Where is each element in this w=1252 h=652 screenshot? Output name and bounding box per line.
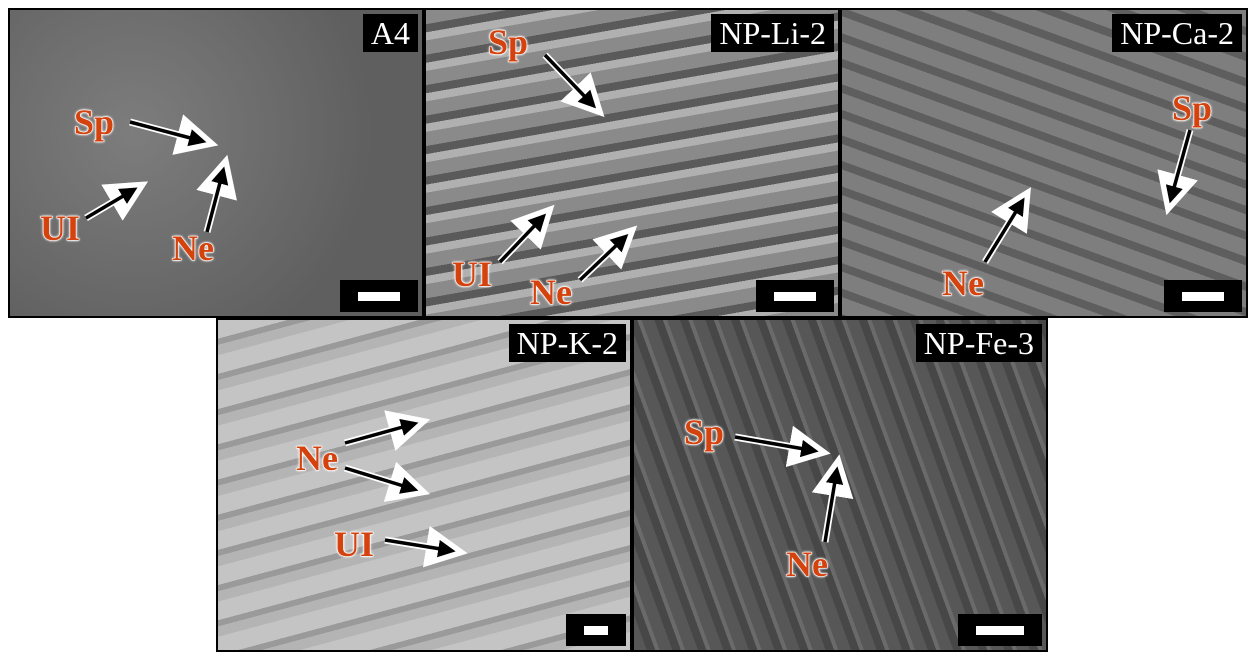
annotation: UI [452,256,492,292]
annotation: Sp [74,104,114,140]
annotation: Ne [296,440,338,476]
arrow-group [86,55,1190,550]
arrow [1172,130,1190,195]
arrows [0,0,1252,652]
arrow [545,55,590,102]
annotation: Sp [1172,90,1212,126]
arrow [825,475,836,542]
annotation: Ne [172,230,214,266]
annotation: UI [334,526,374,562]
annotation: Sp [684,414,724,450]
arrow [207,175,222,232]
arrow [345,425,410,443]
annotation: UI [40,210,80,246]
arrow [735,437,810,450]
annotation: Sp [488,24,528,60]
arrow [86,192,130,218]
annotation: Ne [530,274,572,310]
arrow [345,468,410,488]
annotation: Ne [942,265,984,301]
arrow [580,240,622,280]
arrow [985,205,1020,262]
arrow [130,122,198,140]
annotation: Ne [786,546,828,582]
figure: A4 NP-Li-2 NP-Ca-2 NP-K-2 NP-Fe-3 Sp UI … [0,0,1252,652]
arrow [500,220,540,262]
